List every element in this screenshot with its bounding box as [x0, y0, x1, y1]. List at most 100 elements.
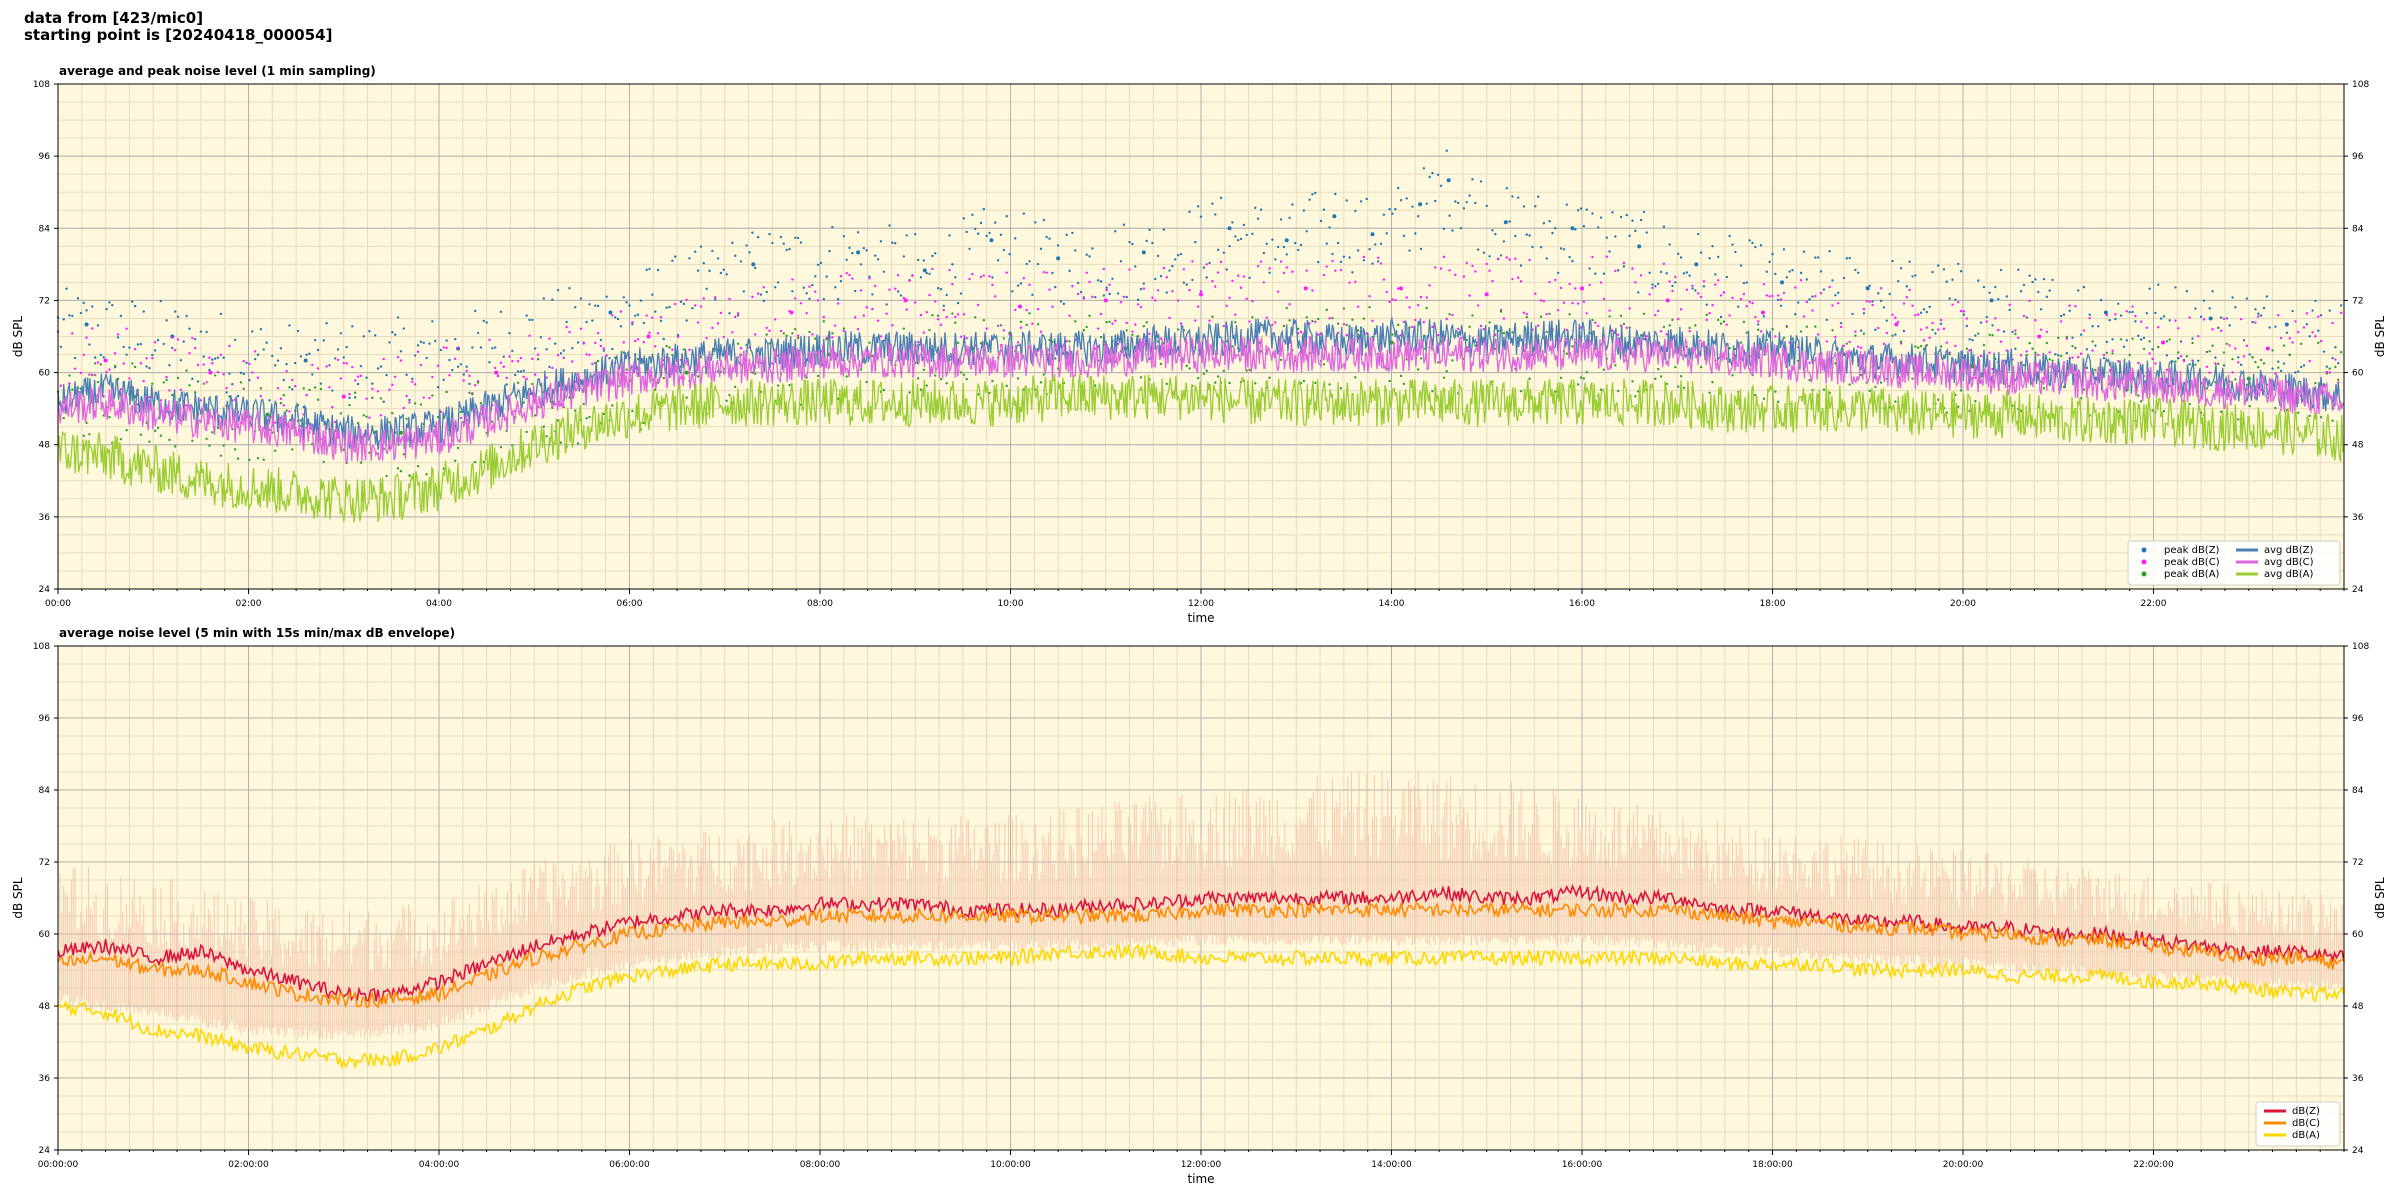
data-point: [1448, 269, 1451, 272]
data-point: [1454, 273, 1457, 277]
data-point: [453, 357, 457, 361]
data-point: [599, 344, 603, 348]
data-point: [2308, 335, 2311, 338]
data-point: [1939, 345, 1943, 348]
data-point: [1468, 194, 1471, 197]
data-point: [776, 384, 780, 387]
data-point: [1262, 251, 1266, 255]
data-point: [1634, 281, 1637, 284]
data-point: [1799, 279, 1803, 282]
data-point: [559, 441, 563, 444]
data-point: [1917, 346, 1920, 349]
data-point: [896, 273, 900, 277]
data-point: [2197, 335, 2200, 338]
data-point: [579, 327, 583, 330]
data-point: [551, 298, 554, 301]
data-point: [1762, 283, 1766, 286]
data-point: [1688, 274, 1691, 277]
data-point: [171, 336, 174, 339]
data-point: [1094, 384, 1097, 387]
data-point: [531, 357, 534, 361]
data-point: [1442, 227, 1446, 231]
data-point: [2048, 351, 2051, 354]
data-point: [646, 334, 651, 339]
data-point: [416, 344, 420, 347]
data-point: [1642, 337, 1646, 341]
data-point: [2094, 344, 2097, 347]
data-point: [459, 416, 463, 420]
data-point: [1222, 251, 1226, 254]
data-point: [1448, 214, 1451, 217]
data-point: [1085, 271, 1088, 274]
data-point: [1225, 340, 1228, 343]
data-point: [1219, 196, 1223, 200]
data-point: [371, 387, 374, 391]
data-point: [396, 467, 400, 470]
data-point: [2297, 370, 2300, 373]
data-point: [2162, 315, 2166, 318]
data-point: [2085, 366, 2089, 369]
data-point: [2099, 298, 2103, 302]
data-point: [1805, 325, 1808, 328]
data-point: [991, 379, 994, 383]
data-point: [1159, 362, 1163, 366]
data-point: [831, 225, 834, 229]
data-point: [994, 295, 997, 298]
data-point: [1025, 323, 1028, 327]
data-point: [728, 297, 731, 301]
data-point: [1036, 323, 1040, 326]
data-point: [636, 313, 640, 316]
data-point: [1376, 256, 1380, 260]
data-point: [1914, 274, 1917, 277]
data-point: [462, 379, 465, 382]
x-tick-label: 04:00:00: [419, 1160, 460, 1170]
data-point: [1296, 327, 1300, 331]
data-point: [2165, 368, 2169, 372]
data-point: [113, 352, 117, 355]
data-point: [1042, 270, 1046, 274]
data-point: [585, 320, 588, 324]
y-tick-label-right: 48: [2352, 441, 2364, 451]
data-point: [1136, 303, 1140, 306]
data-point: [571, 360, 574, 363]
data-point: [885, 312, 888, 315]
data-point: [782, 332, 786, 335]
data-point: [1748, 300, 1751, 304]
data-point: [1039, 330, 1043, 333]
data-point: [2068, 304, 2071, 307]
data-point: [1065, 233, 1068, 237]
data-point: [1428, 284, 1431, 287]
data-point: [894, 241, 897, 245]
data-point: [1919, 328, 1923, 331]
data-point: [2174, 286, 2177, 289]
data-point: [2025, 350, 2029, 353]
data-point: [702, 297, 705, 300]
data-point: [1837, 291, 1840, 294]
data-point: [888, 224, 891, 227]
data-point: [151, 353, 154, 357]
data-point: [179, 388, 183, 391]
data-point: [1285, 306, 1288, 310]
data-point: [2219, 329, 2223, 333]
data-point: [1634, 229, 1637, 233]
data-point: [285, 370, 288, 373]
data-point: [1151, 296, 1154, 299]
data-point: [882, 270, 886, 273]
y-tick-label: 84: [39, 786, 51, 796]
data-point: [73, 356, 77, 360]
legend-label: avg dB(C): [2264, 557, 2314, 568]
data-point: [1828, 285, 1831, 289]
data-point: [856, 231, 860, 234]
data-point: [111, 303, 114, 307]
series-line-avg-db-a-: [57, 373, 2344, 523]
data-point: [694, 304, 697, 307]
data-point: [1419, 295, 1423, 299]
data-point: [1894, 316, 1897, 320]
data-point: [176, 338, 180, 341]
data-point: [651, 293, 654, 296]
data-point: [1311, 319, 1314, 323]
y-tick-label-right: 24: [2352, 1146, 2364, 1156]
data-point: [1371, 319, 1374, 323]
data-point: [1231, 345, 1234, 348]
data-point: [682, 348, 685, 351]
